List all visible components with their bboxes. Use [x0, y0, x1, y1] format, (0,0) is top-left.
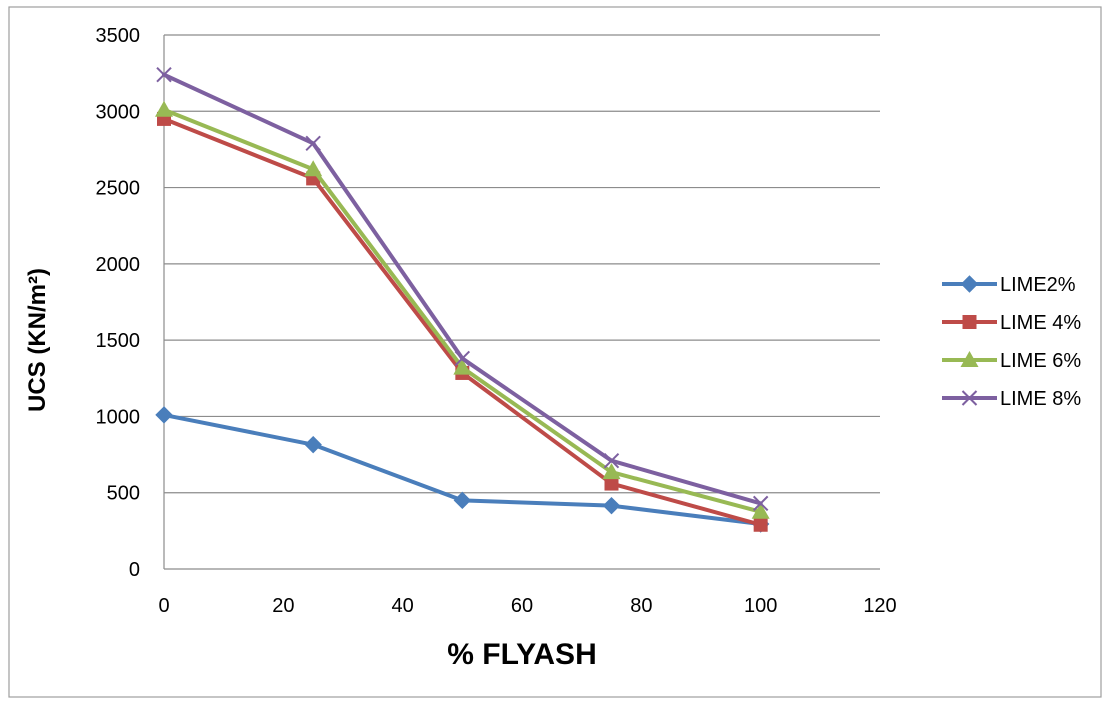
- x-tick-labels: 0 20 40 60 80 100 120: [158, 595, 896, 617]
- legend-label-3: LIME 8%: [1000, 388, 1081, 410]
- data-point-0-3: [602, 496, 621, 515]
- data-point-3-2-stroke-b: [454, 350, 471, 367]
- legend-label-1: LIME 4%: [1000, 312, 1081, 334]
- y-tick-label-0: 0: [129, 559, 140, 581]
- legend-item-3: LIME 8%: [942, 388, 1081, 410]
- series-3: [156, 66, 769, 512]
- x-tick-label-40: 40: [392, 595, 414, 617]
- data-point-3-4: [752, 495, 769, 512]
- y-tick-label-2000: 2000: [96, 254, 141, 276]
- data-point-3-1: [305, 135, 321, 152]
- data-point-2-4: [751, 502, 770, 519]
- legend-item-1: LIME 4%: [942, 312, 1081, 334]
- data-point-2-1: [304, 160, 323, 177]
- x-tick-label-80: 80: [630, 595, 652, 617]
- chart-frame: [8, 6, 1102, 698]
- legend-item-0: LIME2%: [942, 274, 1076, 296]
- data-point-2-0: [155, 100, 173, 117]
- y-tick-label-3500: 3500: [96, 25, 141, 47]
- x-tick-label-100: 100: [744, 595, 777, 617]
- grid-lines: [164, 34, 880, 494]
- legend-item-2: LIME 6%: [942, 350, 1081, 372]
- y-tick-labels: 0 500 1000 1500 2000 2500 3000 3500: [96, 25, 141, 581]
- y-tick-label-1500: 1500: [96, 330, 141, 352]
- data-point-1-3: [604, 476, 619, 491]
- legend-marker-3-stroke-b: [961, 390, 978, 406]
- data-point-1-4: [753, 517, 768, 532]
- series-2: [155, 100, 770, 519]
- data-point-3-3-stroke-b: [603, 452, 620, 469]
- legend-marker-0: [960, 275, 979, 293]
- legend-marker-3: [961, 390, 978, 406]
- data-point-3-3: [603, 452, 620, 469]
- y-tick-label-500: 500: [107, 483, 140, 505]
- y-tick-label-3000: 3000: [96, 101, 141, 123]
- y-tick-label-1000: 1000: [96, 406, 141, 428]
- legend-label-0: LIME2%: [1000, 274, 1076, 296]
- data-point-3-4-stroke-b: [752, 495, 769, 512]
- data-point-3-2: [454, 350, 471, 367]
- x-tick-label-60: 60: [511, 595, 533, 617]
- data-point-0-0: [155, 406, 173, 424]
- x-tick-label-120: 120: [863, 595, 896, 617]
- x-tick-label-0: 0: [158, 595, 169, 617]
- legend-label-2: LIME 6%: [1000, 350, 1081, 372]
- data-point-0-2: [453, 491, 472, 510]
- data-point-3-0: [156, 66, 172, 83]
- series-group: [155, 66, 770, 533]
- y-tick-label-2500: 2500: [96, 178, 141, 200]
- legend: LIME2% LIME 4% LIME 6% LIME 8%: [942, 274, 1081, 410]
- legend-marker-2: [960, 351, 979, 367]
- x-tick-label-20: 20: [272, 595, 294, 617]
- data-point-3-1-stroke-b: [305, 135, 321, 152]
- data-point-3-0-stroke-b: [156, 66, 172, 83]
- y-axis-title: UCS (KN/m²): [24, 268, 51, 412]
- data-point-2-3: [602, 463, 621, 480]
- data-point-2-2: [453, 358, 472, 375]
- x-axis-title: % FLYASH: [447, 638, 597, 671]
- legend-marker-1: [962, 315, 977, 329]
- data-point-0-1: [304, 435, 322, 454]
